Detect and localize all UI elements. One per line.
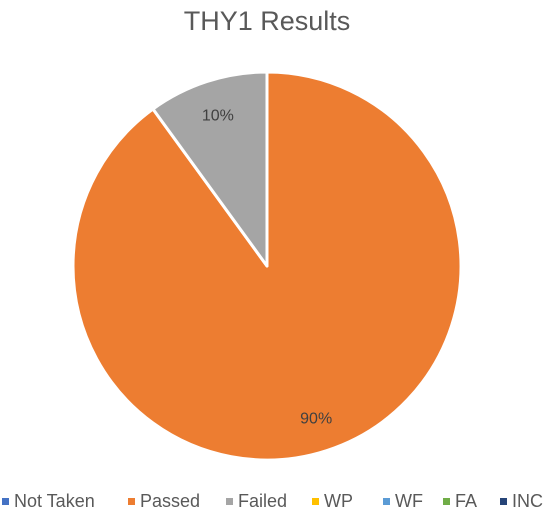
legend-label: WF (395, 491, 423, 511)
legend-label: Failed (238, 491, 287, 511)
pie-slice-failed (151, 70, 269, 268)
legend-swatch (500, 498, 507, 505)
legend-item-wp: WP (312, 491, 353, 511)
chart-title: THY1 Results (184, 6, 351, 36)
legend-label: Passed (140, 491, 200, 511)
legend-item-passed: Passed (128, 491, 200, 511)
legend-item-fa: FA (443, 491, 477, 511)
legend-item-wf: WF (383, 491, 423, 511)
legend-item-inc: INC (500, 491, 543, 511)
legend-label: Not Taken (14, 491, 95, 511)
legend-swatch (443, 498, 450, 505)
slice-label-failed: 10% (202, 108, 234, 125)
legend-label: FA (455, 491, 477, 511)
pie-slices (71, 70, 463, 462)
slice-labels: 90% 10% (202, 108, 332, 428)
legend-swatch (226, 498, 233, 505)
legend-label: INC (512, 491, 543, 511)
legend-item-not-taken: Not Taken (2, 491, 95, 511)
slice-label-passed: 90% (300, 410, 332, 427)
legend-swatch (128, 498, 135, 505)
legend-swatch (2, 498, 9, 505)
legend: Not Taken Passed Failed WP WF FA INC (2, 491, 543, 511)
legend-swatch (383, 498, 390, 505)
legend-item-failed: Failed (226, 491, 287, 511)
legend-swatch (312, 498, 319, 505)
legend-label: WP (324, 491, 353, 511)
